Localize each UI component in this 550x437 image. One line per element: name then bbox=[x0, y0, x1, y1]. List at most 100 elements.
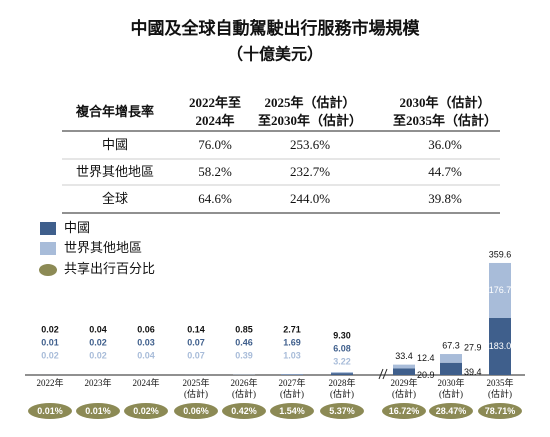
bar-segment bbox=[393, 368, 415, 375]
legend-label: 中國 bbox=[64, 220, 90, 235]
share-label: 78.71% bbox=[485, 406, 516, 416]
bar-segment bbox=[489, 318, 511, 375]
table-cell: 中國 bbox=[102, 137, 128, 152]
legend-label: 共享出行百分比 bbox=[64, 261, 155, 276]
value-label: 0.07 bbox=[187, 350, 205, 360]
x-tick-label: (估計) bbox=[439, 388, 463, 399]
total-label: 0.85 bbox=[235, 324, 253, 334]
table-cell: 76.0% bbox=[198, 137, 232, 152]
x-tick-label: (估計) bbox=[184, 388, 208, 399]
bar-segment bbox=[440, 354, 462, 363]
value-label: 0.02 bbox=[89, 350, 107, 360]
x-tick-label: 2024年 bbox=[132, 377, 159, 388]
table-cell: 232.7% bbox=[290, 164, 330, 179]
table-header: 2030年（估計） bbox=[399, 95, 490, 110]
share-badge bbox=[382, 403, 426, 419]
bar-segment bbox=[489, 262, 511, 319]
x-tick-label: 2030年 bbox=[437, 377, 464, 388]
value-label: 0.46 bbox=[235, 337, 253, 347]
x-tick-label: (估計) bbox=[330, 388, 354, 399]
total-label: 33.4 bbox=[395, 351, 413, 361]
x-tick-label: 2029年 bbox=[390, 377, 417, 388]
value-label: 6.08 bbox=[333, 343, 351, 353]
x-tick-label: 2025年 bbox=[182, 377, 209, 388]
bar-segment bbox=[331, 372, 353, 374]
table-header: 2025年（估計） bbox=[264, 95, 355, 110]
axis-break bbox=[378, 368, 384, 380]
bar-segment bbox=[393, 364, 415, 369]
legend-swatch bbox=[40, 242, 56, 255]
legend-label: 世界其他地區 bbox=[64, 240, 142, 255]
x-tick-label: 2022年 bbox=[36, 377, 63, 388]
value-label: 0.01 bbox=[41, 337, 59, 347]
title: 中國及全球自動駕駛出行服務市場規模 bbox=[131, 18, 421, 38]
total-label: 0.02 bbox=[41, 324, 59, 334]
value-label: 0.02 bbox=[89, 337, 107, 347]
table-cell: 64.6% bbox=[198, 191, 232, 206]
total-label: 2.71 bbox=[283, 324, 301, 334]
value-label: 1.03 bbox=[283, 350, 301, 360]
value-label: 0.03 bbox=[137, 337, 155, 347]
value-label: 0.39 bbox=[235, 350, 253, 360]
bar-segment bbox=[331, 373, 353, 375]
value-label: 183.0 bbox=[489, 341, 512, 351]
legend-swatch bbox=[39, 264, 57, 276]
share-badge bbox=[222, 403, 266, 419]
value-label: 20.9 bbox=[417, 370, 435, 380]
table-cell: 253.6% bbox=[290, 137, 330, 152]
table-header: 複合年增長率 bbox=[75, 104, 154, 119]
table-cell: 39.8% bbox=[428, 191, 462, 206]
value-label: 1.69 bbox=[283, 337, 301, 347]
total-label: 0.04 bbox=[89, 324, 107, 334]
table-header: 至2030年（估計） bbox=[258, 113, 362, 128]
table-header: 2024年 bbox=[195, 113, 234, 128]
table-header: 2022年至 bbox=[189, 95, 241, 110]
table-cell: 36.0% bbox=[428, 137, 462, 152]
x-tick-label: (估計) bbox=[392, 388, 416, 399]
axis-break bbox=[382, 368, 388, 380]
share-badge bbox=[429, 403, 473, 419]
share-label: 0.06% bbox=[183, 406, 209, 416]
share-badge bbox=[478, 403, 522, 419]
share-badge bbox=[28, 403, 72, 419]
value-label: 0.02 bbox=[41, 350, 59, 360]
bar-segment bbox=[440, 362, 462, 375]
table-cell: 58.2% bbox=[198, 164, 232, 179]
total-label: 0.14 bbox=[187, 324, 205, 334]
x-tick-label: 2028年 bbox=[328, 377, 355, 388]
value-label: 27.9 bbox=[464, 342, 482, 352]
bar-segment bbox=[281, 374, 303, 375]
value-label: 39.4 bbox=[464, 367, 482, 377]
x-tick-label: (估計) bbox=[488, 388, 512, 399]
value-label: 3.22 bbox=[333, 356, 351, 366]
value-label: 0.04 bbox=[137, 350, 155, 360]
subtitle: （十億美元） bbox=[227, 45, 323, 64]
share-badge bbox=[76, 403, 120, 419]
share-badge bbox=[174, 403, 218, 419]
legend-swatch bbox=[40, 222, 56, 235]
share-label: 0.42% bbox=[231, 406, 257, 416]
share-badge bbox=[124, 403, 168, 419]
x-tick-label: (估計) bbox=[232, 388, 256, 399]
value-label: 12.4 bbox=[417, 353, 435, 363]
x-tick-label: 2027年 bbox=[278, 377, 305, 388]
share-label: 28.47% bbox=[436, 406, 467, 416]
table-cell: 44.7% bbox=[428, 164, 462, 179]
share-badge bbox=[270, 403, 314, 419]
total-label: 359.6 bbox=[489, 249, 512, 259]
share-label: 5.37% bbox=[329, 406, 355, 416]
table-cell: 世界其他地區 bbox=[76, 164, 154, 179]
share-label: 0.01% bbox=[85, 406, 111, 416]
share-label: 0.01% bbox=[37, 406, 63, 416]
x-tick-label: 2026年 bbox=[230, 377, 257, 388]
share-label: 0.02% bbox=[133, 406, 159, 416]
total-label: 0.06 bbox=[137, 324, 155, 334]
value-label: 176.7 bbox=[489, 285, 512, 295]
table-header: 至2035年（估計） bbox=[393, 113, 497, 128]
x-tick-label: 2035年 bbox=[486, 377, 513, 388]
x-tick-label: (估計) bbox=[280, 388, 304, 399]
table-cell: 244.0% bbox=[290, 191, 330, 206]
share-label: 16.72% bbox=[389, 406, 420, 416]
table-cell: 全球 bbox=[102, 191, 128, 206]
